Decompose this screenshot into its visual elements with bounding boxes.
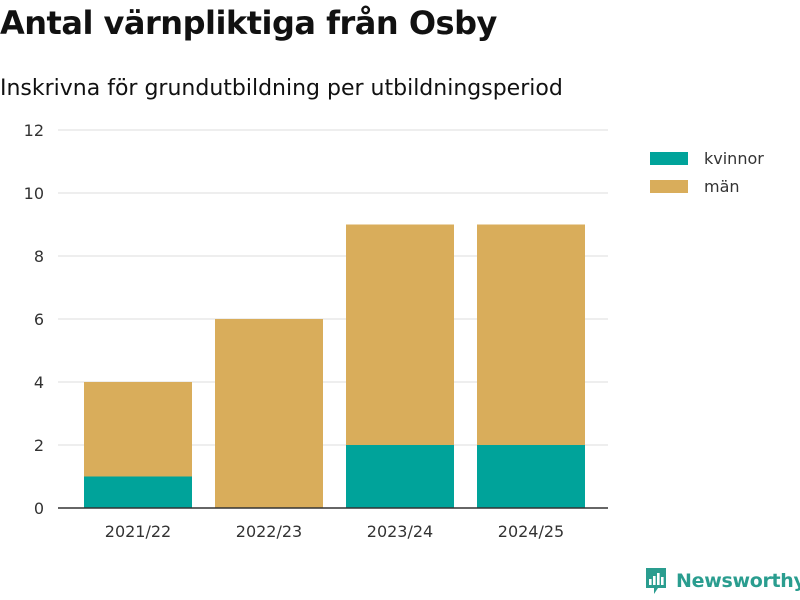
y-tick-label: 4 [34, 373, 44, 392]
chart-subtitle: Inskrivna för grundutbildning per utbild… [0, 76, 563, 101]
legend-swatch [650, 180, 688, 193]
legend-label: män [704, 177, 740, 196]
bar-segment [84, 382, 192, 477]
y-tick-label: 8 [34, 247, 44, 266]
bar-segment [84, 476, 192, 508]
brand-name: Newsworthy [676, 570, 800, 592]
x-tick-label: 2022/23 [236, 522, 302, 541]
chart-title: Antal värnpliktiga från Osby [0, 4, 497, 42]
x-tick-label: 2023/24 [367, 522, 433, 541]
newsworthy-logo: Newsworthy [644, 566, 800, 596]
x-tick-label: 2021/22 [105, 522, 171, 541]
y-tick-label: 2 [34, 436, 44, 455]
bar-segment [346, 445, 454, 508]
y-tick-label: 10 [24, 184, 44, 203]
bar-segment [215, 319, 323, 508]
newsworthy-logo-icon [646, 568, 666, 594]
legend-swatch [650, 152, 688, 165]
bar-segment [477, 224, 585, 445]
bar-segment [477, 445, 585, 508]
bar-segment [346, 224, 454, 445]
x-tick-label: 2024/25 [498, 522, 564, 541]
y-tick-label: 6 [34, 310, 44, 329]
y-tick-label: 12 [24, 121, 44, 140]
y-tick-label: 0 [34, 499, 44, 518]
legend-label: kvinnor [704, 149, 764, 168]
